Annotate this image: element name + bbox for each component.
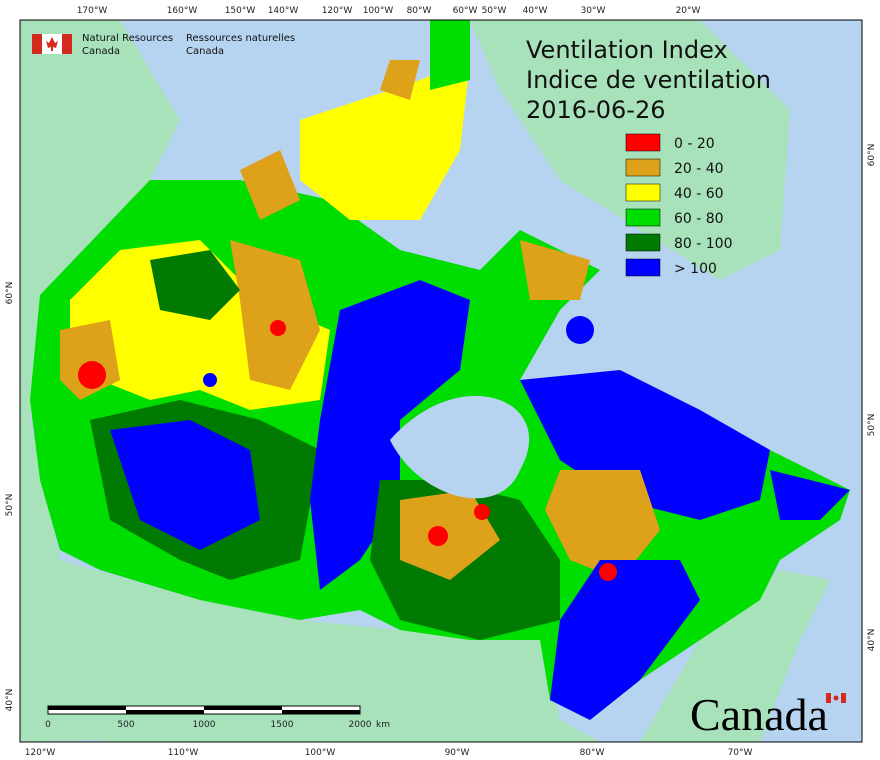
agency-en: Natural Resources xyxy=(82,33,173,44)
flag-bar xyxy=(32,34,42,54)
lat-label: 60°N xyxy=(5,282,15,305)
title: 2016-06-26 xyxy=(526,96,665,124)
lon-label: 170°W xyxy=(77,6,108,16)
scale-segment xyxy=(48,706,126,710)
lon-label: 50°W xyxy=(482,6,507,16)
wordmark: Canada xyxy=(690,689,846,740)
agency-en: Canada xyxy=(82,46,120,57)
scale-bar xyxy=(47,705,361,715)
legend-swatch xyxy=(625,158,661,177)
legend-swatch xyxy=(625,258,661,277)
lon-label: 90°W xyxy=(445,748,470,758)
legend-label: 60 - 80 xyxy=(674,211,724,227)
legend-swatch xyxy=(625,183,661,202)
basemap xyxy=(20,20,850,742)
scale-unit: km xyxy=(376,720,390,730)
canada-wordmark: Canada xyxy=(690,689,828,740)
legend-label: 20 - 40 xyxy=(674,161,724,177)
legend-label: 0 - 20 xyxy=(674,136,715,152)
legend: 0 - 20 20 - 40 40 - 60 60 - 80 80 - 100 > 100 xyxy=(625,133,733,277)
scale-labels: 0 500 1000 1500 2000 km xyxy=(45,720,390,730)
lat-label: 40°N xyxy=(5,689,15,712)
scale-label: 1500 xyxy=(271,720,294,730)
lat-label: 50°N xyxy=(5,494,15,517)
legend-label: 80 - 100 xyxy=(674,236,733,252)
lon-label: 120°W xyxy=(25,748,56,758)
lon-label: 80°W xyxy=(580,748,605,758)
flag-bar xyxy=(826,693,831,703)
lon-label: 140°W xyxy=(268,6,299,16)
title: Ventilation Index xyxy=(526,36,728,64)
lat-label: 50°N xyxy=(867,414,877,437)
lon-label: 80°W xyxy=(407,6,432,16)
lon-label: 120°W xyxy=(322,6,353,16)
legend-swatch xyxy=(625,233,661,252)
flag-bar xyxy=(841,693,846,703)
agency-fr: Ressources naturelles xyxy=(186,33,295,44)
lon-label: 110°W xyxy=(168,748,199,758)
lon-label: 40°W xyxy=(523,6,548,16)
legend-swatch xyxy=(625,133,661,152)
lat-label: 40°N xyxy=(867,629,877,652)
graticule-labels: 170°W 160°W 150°W 140°W 120°W 100°W 80°W 60°W 50… xyxy=(5,6,877,758)
legend-label: > 100 xyxy=(674,261,717,277)
scale-segment xyxy=(126,710,204,714)
maple-leaf xyxy=(46,37,58,51)
lon-label: 30°W xyxy=(581,6,606,16)
title: Indice de ventilation xyxy=(526,66,771,94)
legend-swatch xyxy=(625,208,661,227)
scale-label: 1000 xyxy=(193,720,216,730)
scale-label: 2000 xyxy=(349,720,372,730)
lon-label: 150°W xyxy=(225,6,256,16)
lat-label: 60°N xyxy=(867,144,877,167)
flag-bar xyxy=(62,34,72,54)
lon-label: 70°W xyxy=(728,748,753,758)
agency-fr: Canada xyxy=(186,46,224,57)
agency-signature: Natural Resources Canada Ressources natu… xyxy=(32,33,295,57)
scale-label: 500 xyxy=(117,720,134,730)
legend-label: 40 - 60 xyxy=(674,186,724,202)
lon-label: 100°W xyxy=(363,6,394,16)
scale-segment xyxy=(282,710,360,714)
lon-label: 160°W xyxy=(167,6,198,16)
lon-label: 100°W xyxy=(305,748,336,758)
scale-label: 0 xyxy=(45,720,51,730)
map-frame xyxy=(19,19,863,743)
scale-segment xyxy=(204,706,282,710)
lon-label: 20°W xyxy=(676,6,701,16)
lon-label: 60°W xyxy=(453,6,478,16)
maple-leaf xyxy=(833,695,839,701)
